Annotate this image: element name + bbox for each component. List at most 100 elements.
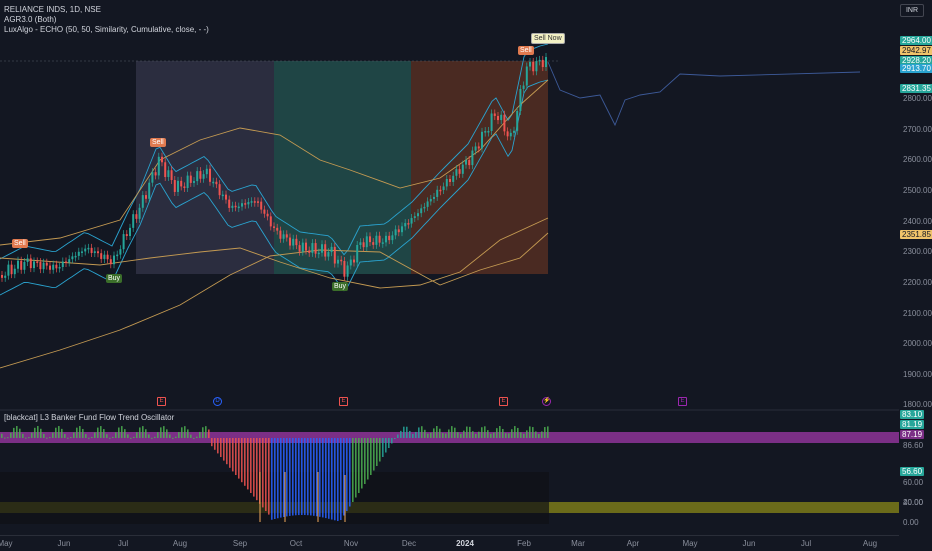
price-tick: 2100.00 <box>903 309 932 318</box>
oscillator-bar <box>517 427 519 438</box>
candle-body <box>106 254 109 260</box>
candle-body <box>180 180 183 187</box>
candle-body <box>356 244 359 263</box>
candle-body <box>273 226 275 228</box>
sell-signal-badge[interactable]: Sell <box>518 46 534 55</box>
oscillator-bar <box>196 436 198 438</box>
time-axis[interactable]: May Jun Jul Aug Sep Oct Nov Dec 2024 Feb… <box>0 535 899 551</box>
time-tick: May <box>682 539 698 548</box>
oscillator-bar <box>64 434 66 438</box>
oscillator-bar <box>142 426 144 438</box>
candle-body <box>231 205 234 208</box>
dividend-event-marker[interactable]: D <box>213 397 222 406</box>
price-tick: 2400.00 <box>903 217 932 226</box>
candle-body <box>337 259 339 264</box>
candle-body <box>65 261 67 264</box>
candle-body <box>1 275 3 278</box>
oscillator-bar <box>13 427 15 438</box>
oscillator-bar <box>148 434 150 438</box>
candle-body <box>516 110 519 131</box>
indicator-legend-echo: LuxAlgo - ECHO (50, 50, Similarity, Cumu… <box>4 25 209 34</box>
oscillator-bar <box>7 437 9 439</box>
candle-body <box>84 248 87 252</box>
candle-body <box>506 131 509 137</box>
echo-projection-line <box>547 61 861 127</box>
earnings-event-marker[interactable]: E <box>499 397 508 406</box>
candle-body <box>509 132 512 137</box>
oscillator-bar <box>280 438 282 518</box>
oscillator-backgrounds <box>0 409 899 524</box>
oscillator-bar <box>55 427 57 438</box>
candle-body <box>545 57 547 68</box>
oscillator-bar <box>514 426 516 438</box>
candle-body <box>164 162 167 178</box>
oscillator-bar <box>73 432 75 438</box>
oscillator-bar <box>91 436 93 438</box>
oscillator-bar <box>427 433 429 438</box>
oscillator-bar <box>349 438 351 507</box>
oscillator-bar <box>490 433 492 438</box>
sell-signal-badge[interactable]: Sell <box>12 239 28 248</box>
candle-body <box>170 170 173 181</box>
earnings-event-marker[interactable]: E <box>157 397 166 406</box>
sell-signal-badge[interactable]: Sell <box>150 138 166 147</box>
sell-now-badge[interactable]: Sell Now <box>531 33 565 44</box>
oscillator-bar <box>43 433 45 438</box>
band-upper-line <box>0 43 549 260</box>
candle-body <box>23 261 26 270</box>
earnings-event-marker[interactable]: E <box>339 397 348 406</box>
oscillator-bar <box>385 438 387 453</box>
candle-body <box>442 186 445 191</box>
oscillator-bar <box>295 438 297 516</box>
oscillator-bar <box>259 438 261 504</box>
currency-selector[interactable]: INR <box>900 4 924 17</box>
oscillator-bar <box>346 438 348 511</box>
buy-signal-badge[interactable]: Buy <box>106 274 123 283</box>
oscillator-bar <box>28 437 30 439</box>
oscillator-bar <box>82 428 84 438</box>
candle-body <box>13 268 16 275</box>
price-tag-high: 2964.00 <box>900 36 932 45</box>
candle-body <box>52 264 55 270</box>
candle-body <box>4 275 7 278</box>
oscillator-bar <box>370 438 372 475</box>
osc-tick: 40.00 <box>903 498 924 507</box>
oscillator-bar <box>271 438 273 520</box>
earnings-event-marker[interactable]: E <box>678 397 687 406</box>
candle-body <box>225 194 227 200</box>
candle-body <box>535 61 538 72</box>
oscillator-bar <box>151 437 153 439</box>
candle-body <box>247 202 250 205</box>
oscillator-bar <box>61 428 63 438</box>
candle-body <box>292 238 295 246</box>
candle-body <box>55 264 58 269</box>
candle-body <box>148 182 151 199</box>
oscillator-bar <box>478 431 480 438</box>
candle-body <box>109 259 112 265</box>
price-axis[interactable]: 2800.00 2700.00 2600.00 2500.00 2400.00 … <box>899 0 932 535</box>
oscillator-bar <box>145 429 147 438</box>
candle-body <box>45 262 48 266</box>
candle-body <box>77 251 80 256</box>
oscillator-bar <box>67 437 69 439</box>
oscillator-bar <box>364 438 366 484</box>
oscillator-bar <box>307 438 309 516</box>
oscillator-bar <box>40 428 42 438</box>
oscillator-bar <box>391 438 393 444</box>
time-tick: Jul <box>117 539 129 548</box>
flash-icon[interactable]: ⚡ <box>542 397 551 406</box>
candle-body <box>183 186 186 188</box>
oscillator-bar <box>343 438 345 516</box>
buy-signal-badge[interactable]: Buy <box>332 282 349 291</box>
oscillator-bar <box>190 434 192 438</box>
oscillator-bar <box>100 426 102 438</box>
candle-body <box>538 59 541 62</box>
oscillator-bar <box>532 427 534 438</box>
candle-body <box>417 213 419 217</box>
oscillator-bars <box>1 426 549 522</box>
candle-body <box>266 213 269 217</box>
candle-body <box>529 61 531 67</box>
osc-tick: 20.00 <box>903 498 924 507</box>
candle-body <box>308 250 311 253</box>
oscillator-bar <box>445 433 447 438</box>
